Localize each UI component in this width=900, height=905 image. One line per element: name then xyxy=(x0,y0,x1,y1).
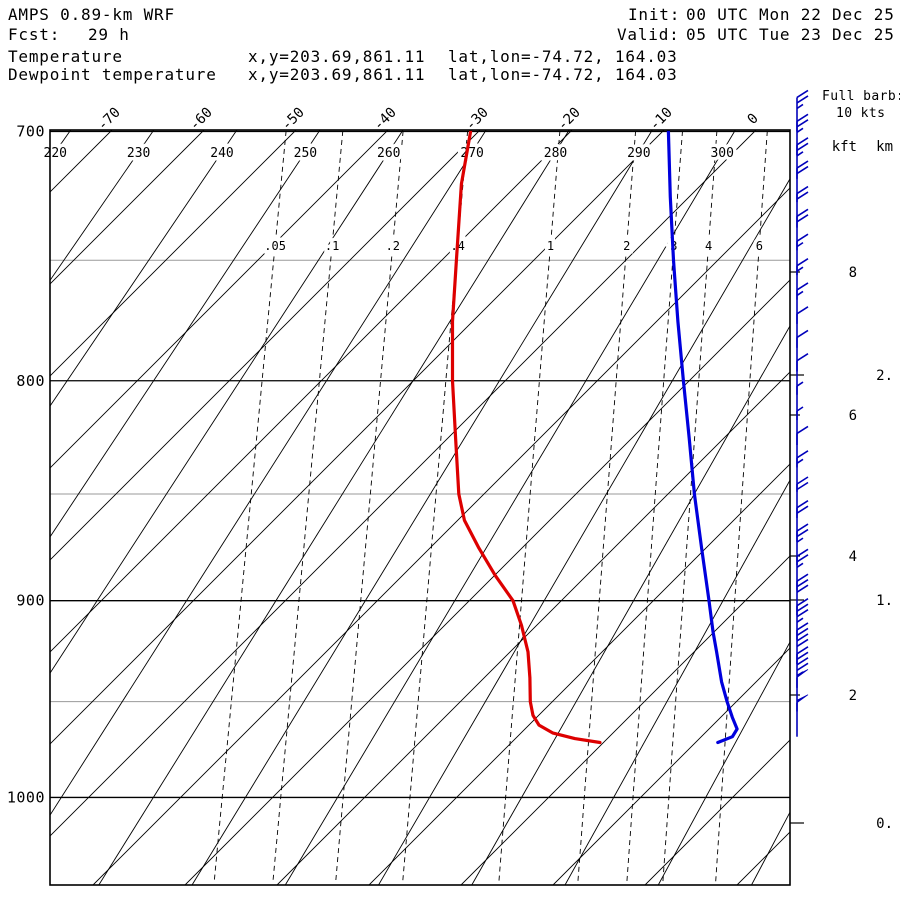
fcst-label: Fcst: xyxy=(8,25,60,44)
dry-adiabat-line xyxy=(564,479,790,885)
isotherm-line xyxy=(184,279,790,885)
plot-area: 220 230 240 250 260 270 280 290 300.05.1.2.4 1 2 3 4… xyxy=(7,89,893,886)
dewpoint-xy: x,y=203.69,861.11 xyxy=(248,65,425,84)
isotherm-line xyxy=(276,371,790,885)
kft-tick-label: 8 xyxy=(849,265,857,281)
wind-barb xyxy=(796,208,809,251)
valid-label: Valid: xyxy=(617,25,680,44)
isotherm-line xyxy=(50,130,481,561)
dry-adiabat-label: 250 xyxy=(294,146,317,161)
mixing-ratio-label: 6 xyxy=(756,239,763,253)
dry-adiabat-label: 240 xyxy=(210,146,233,161)
wind-barb xyxy=(796,548,809,591)
isotherm-line xyxy=(50,130,297,377)
wind-barb-column xyxy=(796,89,809,737)
dry-adiabat-line xyxy=(50,130,72,161)
dewpoint-legend-label: Dewpoint temperature xyxy=(8,65,217,84)
dry-adiabat-line xyxy=(378,177,790,885)
isotherm-line xyxy=(644,739,790,885)
isotherm-line xyxy=(50,130,205,285)
wind-barb xyxy=(796,113,809,156)
isotherm-line xyxy=(460,555,790,885)
wind-barb xyxy=(796,406,804,446)
isotherm-line xyxy=(92,187,790,885)
wind-barb xyxy=(796,381,804,421)
barb-legend-line2: 10 kts xyxy=(836,106,885,121)
km-tick-label: 2. xyxy=(876,368,893,384)
fcst-value: 29 h xyxy=(88,25,130,44)
dry-adiabat-line xyxy=(50,130,321,538)
plot-background-lines xyxy=(50,130,790,885)
dewpoint-latlon: lat,lon=-74.72, 164.03 xyxy=(448,65,678,84)
kft-tick-label: 2 xyxy=(849,688,857,704)
in-plot-labels: 220 230 240 250 260 270 280 290 300.05.1.2.4 1 2 3 4… xyxy=(40,143,766,257)
wind-barb xyxy=(796,233,809,276)
mixing-ratio-label: 2 xyxy=(623,239,630,253)
mixing-ratio-label: .05 xyxy=(264,239,286,253)
dewpoint-curve xyxy=(450,130,602,745)
wind-barb xyxy=(796,306,809,348)
isotherm-line xyxy=(50,130,757,837)
km-tick-label: 0. xyxy=(876,816,893,832)
dry-adiabat-label: 270 xyxy=(460,146,483,161)
dry-adiabat-line xyxy=(50,130,238,407)
temperature-curve xyxy=(666,130,739,745)
wind-barb xyxy=(796,329,809,372)
wind-barb xyxy=(796,694,809,737)
kft-axis-header: kft xyxy=(832,139,857,155)
dry-adiabat-line xyxy=(50,130,155,282)
init-value: 00 UTC Mon 22 Dec 25 xyxy=(686,5,895,24)
kft-tick-label: 4 xyxy=(849,549,857,565)
barb-legend-line1: Full barb: xyxy=(822,89,900,104)
dry-adiabat-line xyxy=(284,130,736,885)
plot-border xyxy=(49,129,791,886)
dry-adiabat-label: 230 xyxy=(127,146,150,161)
dry-adiabat-line xyxy=(50,130,404,674)
km-tick-label: 1. xyxy=(876,593,893,609)
mixing-ratio-label: 4 xyxy=(705,239,712,253)
mixing-ratio-label: .2 xyxy=(386,239,400,253)
pressure-label: 800 xyxy=(16,372,45,390)
dry-adiabat-line xyxy=(98,130,570,885)
dry-adiabat-label: 290 xyxy=(627,146,650,161)
wind-barb xyxy=(796,353,809,395)
wind-barb xyxy=(796,598,809,640)
valid-value: 05 UTC Tue 23 Dec 25 xyxy=(686,25,895,44)
isotherm-line xyxy=(552,647,790,885)
isotherm-line xyxy=(50,130,113,193)
init-label: Init: xyxy=(628,5,680,24)
mixing-ratio-label: 1 xyxy=(547,239,554,253)
pressure-label: 900 xyxy=(16,592,45,610)
header: AMPS 0.89-km WRF Fcst: 29 h Init: 00 UTC… xyxy=(8,5,900,155)
dry-adiabat-line xyxy=(657,641,790,885)
pressure-label: 1000 xyxy=(7,788,45,806)
temperature-legend-label: Temperature xyxy=(8,47,123,66)
kft-tick-label: 6 xyxy=(849,408,857,424)
dry-adiabat-label: 280 xyxy=(544,146,567,161)
dry-adiabat-label: 220 xyxy=(44,146,67,161)
dry-adiabat-label: 300 xyxy=(710,146,733,161)
dry-adiabat-line xyxy=(191,130,653,885)
temperature-xy: x,y=203.69,861.11 xyxy=(248,47,425,66)
isotherm-label: 0 xyxy=(745,111,762,128)
wind-barb xyxy=(796,282,809,324)
wind-barb xyxy=(796,573,809,616)
mixing-ratio-label: .1 xyxy=(325,239,339,253)
km-axis-header: km xyxy=(876,139,893,155)
isotherm-line xyxy=(50,130,665,745)
wind-barb xyxy=(796,646,809,688)
isotherm-line xyxy=(50,130,573,653)
isotherm-line xyxy=(368,463,790,885)
dry-adiabat-line xyxy=(471,324,790,885)
model-title: AMPS 0.89-km WRF xyxy=(8,5,175,24)
wind-barb xyxy=(796,669,809,712)
dry-adiabat-label: 260 xyxy=(377,146,400,161)
pressure-label: 700 xyxy=(16,122,45,140)
dry-adiabat-line xyxy=(50,130,487,817)
isotherm-line xyxy=(50,130,389,469)
dry-adiabat-line xyxy=(751,811,790,885)
temperature-latlon: lat,lon=-74.72, 164.03 xyxy=(448,47,678,66)
